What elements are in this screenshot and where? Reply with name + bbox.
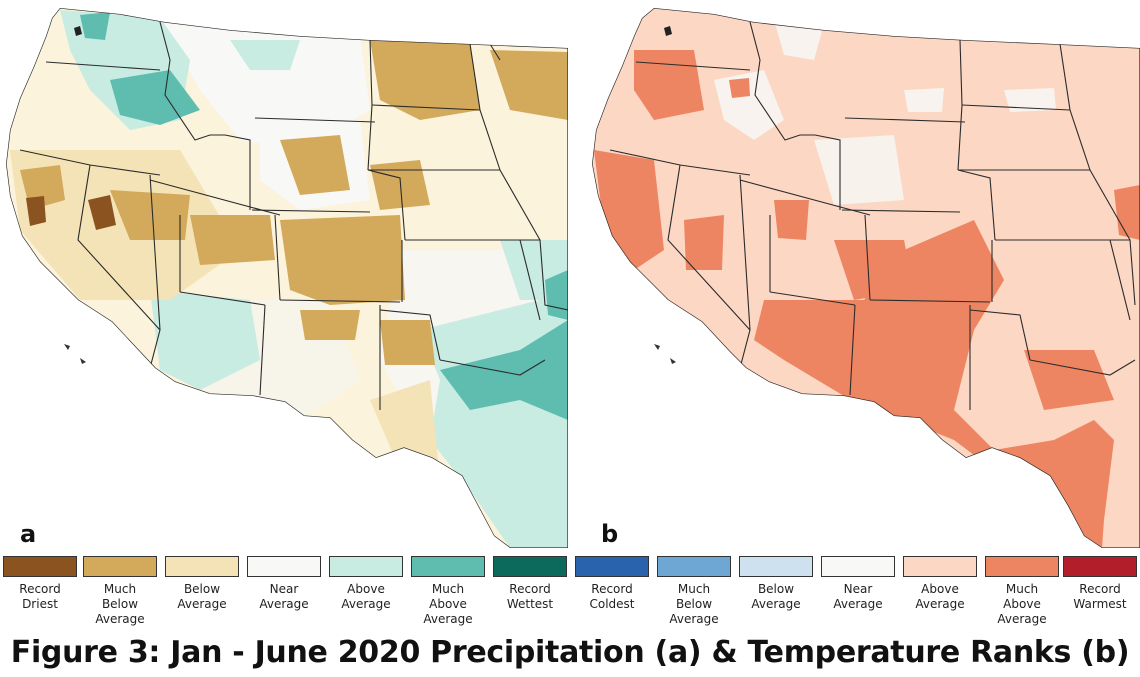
legend-swatch: [3, 556, 77, 577]
legend-label: Below Average: [751, 582, 801, 611]
legend-item-much-above-average-precip: Much Above Average: [411, 556, 485, 627]
legend-label: Near Average: [259, 582, 309, 611]
legend-swatch: [1063, 556, 1137, 577]
legend-swatch: [411, 556, 485, 577]
panel-label-b: b: [601, 520, 619, 548]
legend-swatch: [575, 556, 649, 577]
temperature-map: [574, 0, 1140, 548]
legend-swatch: [985, 556, 1059, 577]
legend-item-below-average-precip: Below Average: [165, 556, 239, 612]
legend-item-record-warmest: Record Warmest: [1063, 556, 1137, 612]
legend-swatch: [493, 556, 567, 577]
legend-swatch: [821, 556, 895, 577]
precipitation-map: [0, 0, 568, 548]
legend-swatch: [247, 556, 321, 577]
legend-swatch: [739, 556, 813, 577]
legend-swatch: [165, 556, 239, 577]
legend-item-much-below-average-precip: Much Below Average: [83, 556, 157, 627]
legend-item-much-below-average-temp: Much Below Average: [657, 556, 731, 627]
precipitation-map-svg: [6, 8, 568, 548]
legend-item-record-wettest: Record Wettest: [493, 556, 567, 612]
legend: Record Driest Much Below Average Below A…: [3, 556, 1137, 632]
figure-caption: Figure 3: Jan - June 2020 Precipitation …: [10, 635, 1130, 670]
legend-item-much-above-average-temp: Much Above Average: [985, 556, 1059, 627]
legend-label: Much Below Average: [95, 582, 145, 626]
panel-label-a: a: [20, 520, 37, 548]
legend-label: Near Average: [833, 582, 883, 611]
legend-item-below-average-temp: Below Average: [739, 556, 813, 612]
legend-item-record-driest: Record Driest: [3, 556, 77, 612]
legend-label: Record Warmest: [1073, 582, 1127, 611]
legend-label: Record Coldest: [589, 582, 635, 611]
legend-label: Record Wettest: [506, 582, 554, 611]
legend-item-record-coldest: Record Coldest: [575, 556, 649, 612]
temperature-map-svg: [592, 8, 1140, 548]
legend-swatch: [657, 556, 731, 577]
legend-item-above-average-precip: Above Average: [329, 556, 403, 612]
legend-label: Record Driest: [19, 582, 61, 611]
legend-label: Below Average: [177, 582, 227, 611]
legend-label: Above Average: [915, 582, 965, 611]
legend-item-near-average-temp: Near Average: [821, 556, 895, 612]
legend-label: Much Below Average: [669, 582, 719, 626]
legend-label: Much Above Average: [997, 582, 1047, 626]
legend-swatch: [903, 556, 977, 577]
legend-swatch: [329, 556, 403, 577]
legend-swatch: [83, 556, 157, 577]
legend-item-above-average-temp: Above Average: [903, 556, 977, 612]
legend-label: Much Above Average: [423, 582, 473, 626]
legend-item-near-average-precip: Near Average: [247, 556, 321, 612]
legend-label: Above Average: [341, 582, 391, 611]
